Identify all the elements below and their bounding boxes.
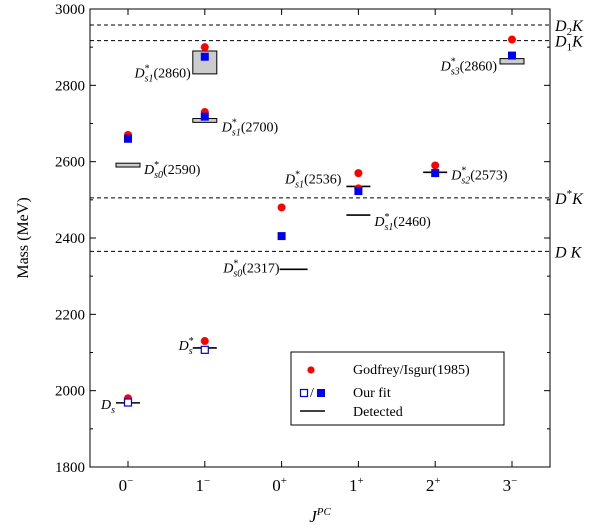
our-fit-point-open [123,398,133,407]
godfrey-isgur-point [200,337,209,346]
y-tick-label: 2000 [55,384,85,400]
detected-state-label: D* s2(2573) [450,165,508,186]
godfrey-isgur-point [200,43,209,52]
resonance-band [115,162,141,168]
legend-box [290,351,505,426]
band-state-label: D* s0(2590) [143,160,201,181]
our-fit-points [123,51,516,407]
our-fit-point [277,232,286,241]
y-tick-label: 2200 [55,307,85,323]
state-labels: D* s0(2590) D* s1(2700) D* s1(2860) D* s3(2860)… [100,56,508,416]
our-fit-point [200,52,209,61]
detected-state-label: D* s0(2317) [222,258,280,279]
y-axis-ticks: 1800 2000 2200 2400 2600 2800 3000 [55,2,550,476]
godfrey-isgur-point [277,203,286,212]
legend-fit-slash: / [310,386,314,401]
threshold-label: D K [554,244,583,261]
legend-fit-label: Our fit [353,386,391,401]
legend-fit-filled-marker [317,389,325,397]
x-tick-label: 0+ [272,475,287,495]
band-state-label: D* s1(2860) [133,63,191,84]
x-tick-label: 1+ [349,475,364,495]
x-axis-label: JPC [309,506,331,526]
y-tick-label: 1800 [55,460,85,476]
legend-gi-label: Godfrey/Isgur(1985) [353,363,470,378]
detected-state-label: Ds [100,398,115,416]
band-state-label: D* s3(2860) [440,56,498,77]
x-tick-label: 0− [119,475,134,495]
threshold-label: D1K [554,34,584,54]
y-tick-label: 3000 [55,2,85,18]
our-fit-point [508,51,516,60]
band-state-label: D* s1(2700) [221,117,279,138]
y-tick-label: 2800 [55,78,85,94]
x-tick-label: 1− [195,475,210,495]
y-tick-label: 2600 [55,155,85,171]
x-axis-ticks: 0− 1− 0+ 1+ 2+ 3− [119,9,518,495]
y-tick-label: 2400 [55,231,85,247]
our-fit-point [431,169,440,178]
detected-state-label: D* s [178,336,194,357]
threshold-label: D2K [554,18,584,38]
our-fit-point [124,134,132,143]
x-tick-label: 3− [503,475,518,495]
y-axis-label: Mass (MeV) [15,197,32,278]
godfrey-isgur-point [431,161,440,170]
our-fit-point-open [200,345,209,354]
legend: Godfrey/Isgur(1985) / Our fit Detected [290,351,505,426]
detected-state-label: D* s1(2536) [284,169,342,190]
x-tick-label: 2+ [426,475,441,495]
legend-fit-open-marker [299,388,309,398]
godfrey-isgur-point [508,35,516,44]
our-fit-point [354,187,363,196]
detected-state-label: D* s1(2460) [373,212,431,233]
legend-gi-marker [307,366,315,374]
legend-detected-label: Detected [353,405,403,420]
godfrey-isgur-point [354,169,363,178]
our-fit-point [200,112,209,121]
threshold-label: D*K [554,188,584,208]
